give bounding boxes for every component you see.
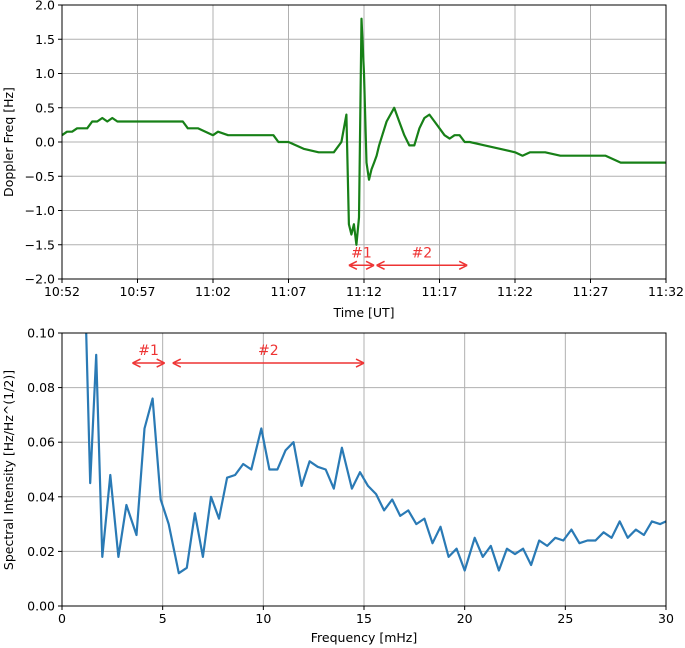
x-tick-label: 10:52	[44, 284, 80, 299]
annotation-label: #2	[258, 343, 279, 359]
y-tick-label: −1.5	[25, 237, 55, 252]
series-line	[61, 17, 666, 246]
x-tick-label: 0	[58, 611, 66, 626]
spectrum-ylabel: Spectral Intensity [Hz/Hz^(1/2)]	[1, 370, 16, 570]
spectrum-chart: 0 5 10 15 20 25 30 0.00 0.02 0.04 0.06 0.08 0.10 #1 #2	[27, 326, 674, 627]
annotation-label: #2	[412, 245, 433, 261]
y-tick-label: 2.0	[35, 0, 55, 13]
y-tick-label: 0.06	[27, 435, 55, 450]
annotation-label: #1	[138, 343, 159, 359]
y-tick-label: 0.02	[27, 544, 55, 559]
y-tick-label: 0.5	[35, 100, 55, 115]
y-tick-label: 0.10	[27, 326, 55, 341]
x-tick-label: 11:27	[572, 284, 608, 299]
spectrum-xlabel: Frequency [mHz]	[311, 630, 417, 645]
x-tick-label: 11:12	[346, 284, 382, 299]
y-tick-label: 1.0	[35, 66, 55, 81]
doppler-chart: 10:52 10:57 11:02 11:07 11:12 11:17 11:22 11:27…	[25, 0, 684, 299]
x-tick-label: 25	[557, 611, 573, 626]
x-tick-label: 30	[658, 611, 674, 626]
x-tick-label: 11:07	[270, 284, 306, 299]
x-tick-label: 11:22	[497, 284, 533, 299]
doppler-ylabel: Doppler Freq [Hz]	[1, 87, 16, 197]
x-tick-label: 5	[159, 611, 167, 626]
x-tick-label: 11:32	[648, 284, 684, 299]
x-tick-label: 11:17	[421, 284, 457, 299]
annotation-arrow	[348, 260, 375, 270]
y-tick-label: 1.5	[35, 32, 55, 47]
y-tick-label: −0.5	[25, 169, 55, 184]
x-tick-label: 11:02	[195, 284, 231, 299]
annotation-arrow	[172, 358, 365, 368]
y-tick-label: 0.0	[35, 135, 55, 150]
x-tick-label: 15	[356, 611, 372, 626]
annotation-label: #1	[351, 245, 372, 261]
y-tick-label: −2.0	[25, 272, 55, 287]
x-tick-label: 10	[255, 611, 271, 626]
annotation-arrow	[376, 260, 468, 270]
annotation-arrow	[132, 358, 166, 368]
y-tick-label: 0.08	[27, 380, 55, 395]
y-tick-label: −1.0	[25, 203, 55, 218]
y-tick-label: 0.00	[27, 599, 55, 614]
y-tick-label: 0.04	[27, 489, 55, 504]
x-tick-label: 20	[457, 611, 473, 626]
x-tick-label: 10:57	[119, 284, 155, 299]
doppler-xlabel: Time [UT]	[332, 305, 394, 320]
series-line	[85, 332, 667, 575]
